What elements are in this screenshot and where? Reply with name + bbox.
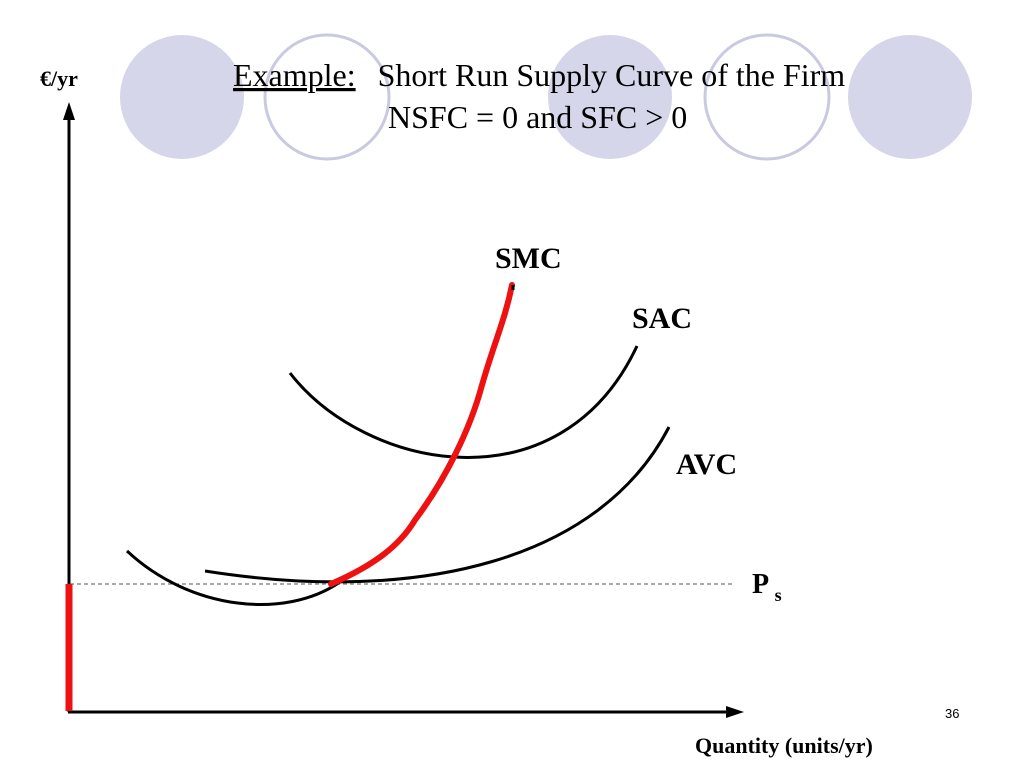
decorative-circles	[120, 33, 972, 161]
smc-supply-curve	[328, 282, 515, 587]
price-label-main: P	[752, 569, 769, 600]
page-number: 36	[945, 706, 959, 721]
x-axis-label: Quantity (units/yr)	[695, 733, 873, 758]
decor-circle-filled	[848, 35, 972, 159]
sac-label: SAC	[632, 302, 692, 335]
decor-circle-outline	[263, 33, 391, 161]
avc-curve	[204, 426, 671, 584]
slide-title-line2: NSFC = 0 and SFC > 0	[388, 99, 687, 135]
decor-circle-filled	[548, 35, 672, 159]
decor-circle-outline	[703, 33, 831, 161]
y-axis-label: €/yr	[40, 66, 78, 91]
x-axis	[68, 706, 744, 718]
y-axis-arrowhead	[63, 102, 75, 120]
x-axis-arrowhead	[726, 706, 744, 718]
slide-title-line1: Example: Short Run Supply Curve of the F…	[233, 57, 845, 93]
avc-label: AVC	[676, 448, 737, 481]
price-label-subscript: s	[775, 585, 782, 605]
price-label: P s	[752, 569, 782, 605]
smc-label: SMC	[495, 242, 562, 275]
sac-curve	[288, 345, 639, 459]
title-example-underlined: Example:	[233, 57, 356, 93]
smc-lower-curve	[125, 549, 341, 606]
title-line1-rest: Short Run Supply Curve of the Firm	[378, 57, 846, 93]
decor-circle-filled	[120, 35, 244, 159]
